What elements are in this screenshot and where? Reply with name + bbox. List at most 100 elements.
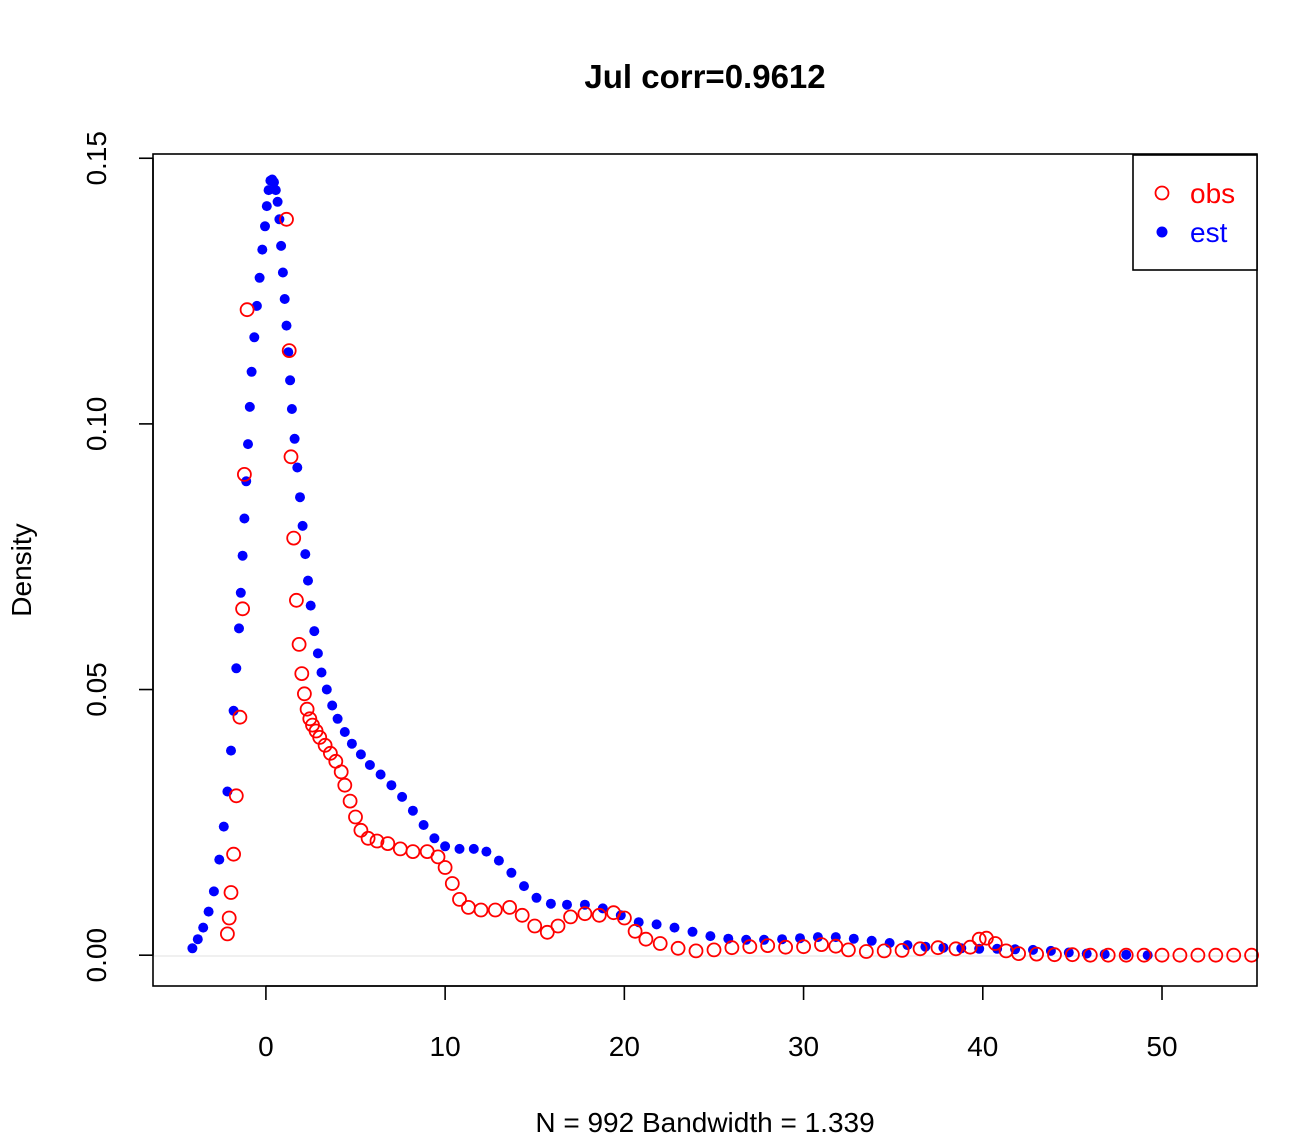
est-point-34 [279,294,290,304]
est-point-67 [506,867,517,878]
obs-point-27 [342,793,358,809]
legend: obs est [1132,154,1258,271]
est-point-58 [397,791,408,802]
est-point-87 [848,933,859,944]
obs-point-89 [1208,947,1224,963]
est-point-30 [272,196,283,207]
x-tick-label-0: 0 [258,1031,274,1062]
est-point-50 [327,700,338,711]
obs-point-53 [627,923,643,939]
x-axis: 0 10 20 30 40 50 [258,985,1178,1062]
obs-point-33 [392,841,408,857]
obs-point-7 [236,466,252,482]
obs-point-57 [688,943,704,959]
obs-point-71 [930,940,946,956]
obs-point-47 [550,918,566,934]
est-point-61 [429,833,440,844]
obs-point-23 [322,745,338,761]
series-layer [187,174,1259,963]
obs-point-17 [299,701,315,717]
y-tick-label-3: 0.15 [81,131,112,186]
x-tick-label-2: 20 [609,1031,640,1062]
est-point-53 [346,738,357,749]
est-point-62 [440,841,451,852]
obs-point-88 [1190,947,1206,963]
obs-point-2 [223,885,239,900]
obs-point-12 [286,530,302,546]
obs-point-46 [539,924,555,940]
est-point-54 [355,749,366,760]
est-point-37 [285,375,296,386]
est-point-90 [902,940,913,951]
obs-point-8 [239,302,255,318]
est-point-9 [228,705,239,716]
est-point-19 [249,332,260,343]
obs-point-84 [1118,947,1134,963]
obs-point-40 [460,900,476,915]
obs-point-69 [894,943,910,958]
obs-point-22 [317,737,333,753]
est-point-4 [208,886,219,897]
plot-frame [152,153,1258,987]
obs-point-64 [814,937,829,952]
est-point-17 [244,401,255,412]
est-point-40 [292,462,303,473]
est-point-51 [332,713,343,724]
est-point-39 [289,433,300,444]
legend-obs-marker [1154,185,1170,201]
obs-point-68 [876,943,892,959]
x-tick-label-5: 50 [1146,1031,1177,1062]
obs-point-61 [760,938,776,953]
est-point-59 [407,805,418,816]
obs-point-67 [858,944,874,959]
est-point-73 [597,903,608,914]
est-point-85 [812,932,823,943]
obs-point-70 [912,941,928,957]
obs-point-1 [221,910,237,926]
series-obs [219,211,1259,963]
est-point-1 [192,934,203,945]
obs-point-54 [638,931,654,947]
obs-point-55 [652,936,668,951]
est-point-3 [203,906,214,917]
est-point-18 [246,366,257,377]
est-point-42 [297,520,308,531]
est-point-65 [481,846,492,857]
est-point-10 [231,663,242,674]
est-point-5 [214,854,225,865]
legend-est-marker [1156,226,1168,238]
obs-point-30 [360,830,376,846]
obs-point-34 [405,844,421,859]
chart-title: Jul corr=0.9612 [584,58,825,95]
est-point-52 [339,727,350,737]
y-tick-label-0: 0.00 [81,928,112,983]
obs-point-41 [473,902,489,918]
est-point-32 [276,240,287,251]
est-point-20 [251,300,262,311]
est-point-13 [237,550,248,561]
obs-point-83 [1100,947,1116,963]
obs-point-44 [514,907,530,923]
obs-point-52 [617,910,632,926]
obs-point-49 [577,906,593,922]
y-tick-label-2: 0.10 [81,397,112,452]
est-point-78 [687,926,698,937]
y-tick-label-1: 0.05 [81,662,112,717]
est-point-66 [493,855,504,866]
obs-point-58 [706,942,722,958]
obs-point-14 [291,637,307,652]
series-est [187,174,1153,961]
est-point-22 [257,244,268,255]
est-point-6 [218,821,229,832]
est-point-63 [454,843,465,854]
obs-point-5 [232,709,248,725]
est-point-8 [226,745,236,756]
est-point-48 [316,667,327,678]
obs-point-82 [1082,947,1098,963]
obs-point-36 [430,849,446,865]
est-point-12 [235,587,246,598]
x-tick-label-3: 30 [788,1031,819,1062]
obs-point-87 [1172,947,1188,963]
obs-point-50 [591,907,607,923]
